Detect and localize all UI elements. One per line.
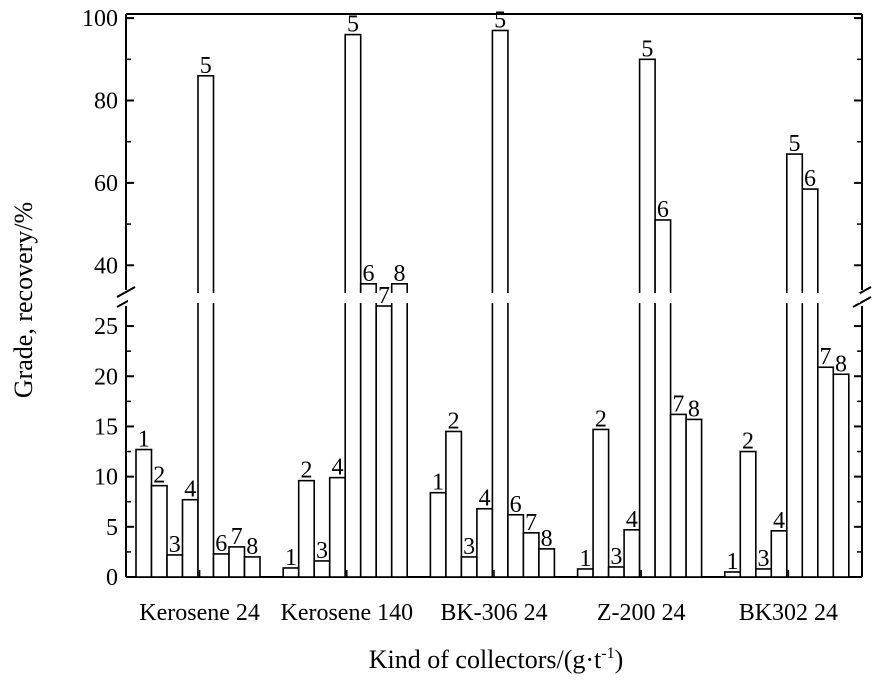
bar [785, 153, 804, 578]
bar-label: 4 [626, 507, 638, 533]
axis-break-mark [852, 296, 872, 308]
bar [344, 33, 362, 578]
bar-label: 6 [510, 492, 522, 518]
bar-label: 4 [331, 455, 343, 481]
bar-label: 8 [393, 261, 405, 287]
bar-label: 3 [610, 544, 622, 570]
bar [685, 418, 703, 578]
bar [623, 529, 641, 578]
bar-label: 3 [758, 546, 770, 572]
x-tick-label: Kerosene 140 [280, 600, 413, 626]
bar [445, 430, 463, 578]
x-tick-label: BK-306 24 [440, 600, 547, 626]
bar-label: 7 [231, 524, 243, 550]
bar-label: 2 [153, 463, 165, 489]
bar-label: 1 [138, 427, 150, 453]
bar-break-gap [128, 293, 860, 303]
bar [228, 546, 246, 578]
y-tick-label: 25 [94, 314, 118, 340]
bar [739, 450, 757, 578]
bar-label: 1 [727, 549, 739, 575]
bar [592, 428, 610, 578]
x-tick-label: Kerosene 24 [139, 600, 260, 626]
y-tick-label: 20 [94, 364, 118, 390]
bar-label: 8 [246, 534, 258, 560]
bar [669, 413, 687, 578]
axis-break-mark [116, 286, 136, 298]
bar [816, 366, 835, 578]
bar [197, 74, 215, 578]
bar [243, 556, 261, 578]
bar-label: 2 [300, 458, 312, 484]
bar [654, 219, 672, 578]
y-tick-label: 0 [106, 565, 118, 591]
bar-label: 5 [347, 12, 359, 38]
bar-label: 7 [525, 510, 537, 536]
bar [166, 554, 184, 578]
y-tick-label: 5 [106, 515, 118, 541]
bar [832, 373, 850, 578]
bar-label: 5 [200, 53, 212, 79]
bar-label: 8 [541, 526, 553, 552]
bar [476, 507, 494, 578]
bar-label: 5 [494, 7, 506, 33]
bar [359, 283, 378, 578]
bar-label: 2 [595, 406, 607, 432]
bar-label: 3 [463, 534, 475, 560]
y-tick-label: 15 [94, 414, 118, 440]
bar [429, 491, 447, 578]
bar [801, 188, 819, 578]
bar-label: 4 [184, 477, 196, 503]
bar-label: 5 [789, 131, 801, 157]
bar-label: 3 [169, 532, 181, 558]
y-tick-label: 80 [94, 89, 118, 115]
bar-label: 8 [688, 396, 700, 422]
bar-label: 1 [285, 545, 297, 571]
x-tick-label: BK302 24 [739, 600, 838, 626]
y-axis-title: Grade, recovery/% [9, 202, 38, 398]
bar [638, 58, 656, 578]
y-tick-label: 40 [94, 253, 118, 279]
bar-label: 2 [448, 408, 460, 434]
y-tick-label: 10 [94, 465, 118, 491]
bar-label: 6 [657, 197, 669, 223]
bar [390, 283, 409, 578]
bar [135, 448, 153, 578]
bar-label: 6 [804, 166, 816, 192]
bar-label: 7 [820, 344, 832, 370]
bar [150, 484, 168, 578]
bar-label: 1 [579, 546, 591, 572]
bar [491, 29, 509, 578]
bar-label: 7 [672, 391, 684, 417]
y-tick-label: 100 [82, 6, 118, 32]
bar [328, 476, 347, 578]
x-axis-title: Kind of collectors/(g·t-1) [369, 645, 624, 674]
bar-label: 1 [432, 470, 444, 496]
bar-label: 4 [479, 486, 491, 512]
bar [297, 479, 316, 578]
x-tick-label: Z-200 24 [597, 600, 686, 626]
bar-label: 7 [378, 283, 390, 309]
bar-label: 3 [316, 538, 328, 564]
bar [522, 532, 540, 578]
bars [128, 29, 860, 578]
bar [375, 305, 393, 578]
bar-label: 2 [742, 429, 754, 455]
bar-label: 5 [641, 36, 653, 62]
bar-label: 6 [362, 261, 374, 287]
bar [212, 553, 230, 578]
bar-label: 8 [835, 351, 847, 377]
bar [538, 548, 556, 578]
bar [507, 513, 525, 578]
bar-label: 6 [215, 531, 227, 557]
y-tick-label: 60 [94, 171, 118, 197]
x-ticks: Kerosene 24 Kerosene 140 BK-306 24 Z-200 24… [139, 570, 838, 626]
bar [181, 498, 199, 578]
bar [770, 530, 788, 578]
bar-label: 4 [773, 508, 785, 534]
